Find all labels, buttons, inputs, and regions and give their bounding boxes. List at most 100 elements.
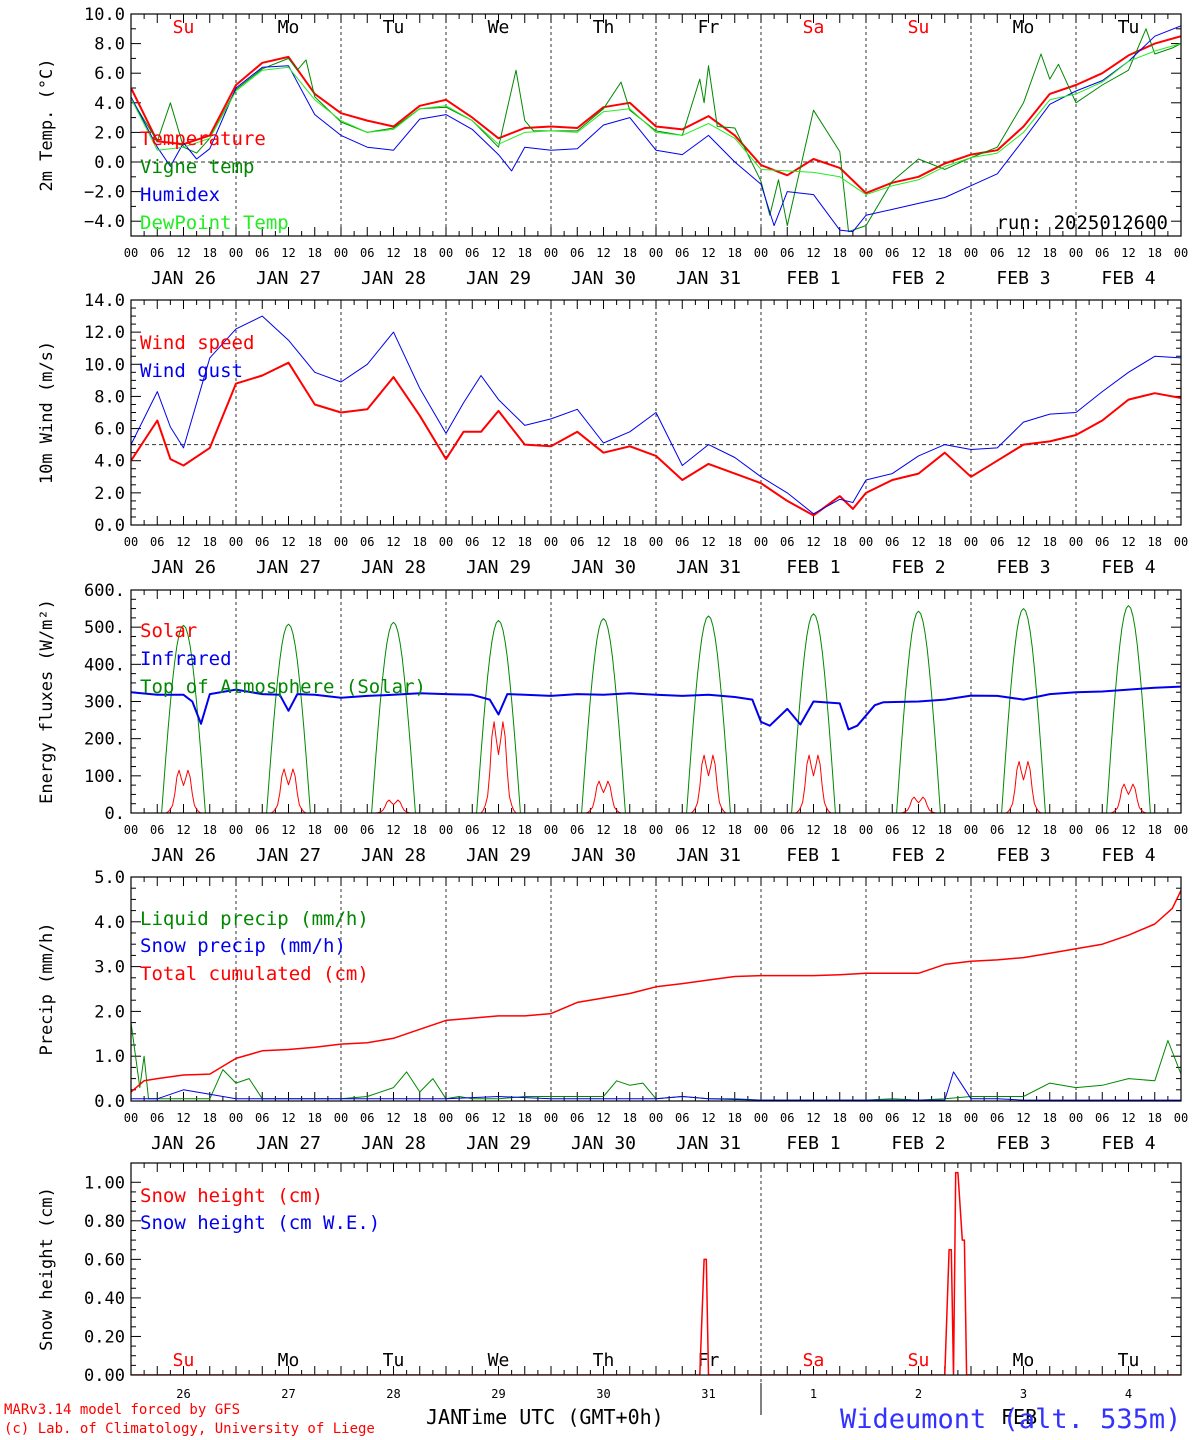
y-tick-label: 400. [84,655,125,675]
hour-tick-label: 12 [1121,246,1135,260]
hour-tick-label: 18 [833,246,847,260]
hour-tick-label: 18 [728,535,742,549]
hour-tick-label: 18 [623,1111,637,1125]
hour-tick-label: 00 [439,823,453,837]
hour-tick-label: 06 [465,823,479,837]
y-tick-label: 1.0 [94,1047,125,1067]
day-label: JAN 30 [571,1133,636,1154]
hour-tick-label: 12 [491,535,505,549]
hour-tick-label: 12 [806,246,820,260]
day-label: FEB 2 [891,268,945,289]
hour-tick-label: 06 [570,535,584,549]
day-label: JAN 29 [466,557,531,578]
plot-frame [130,1162,1182,1376]
hour-tick-label: 12 [596,246,610,260]
y-tick-label: 600. [84,581,125,601]
plot-frame [130,589,1182,814]
hour-tick-label: 18 [623,823,637,837]
day-label: FEB 4 [1101,845,1155,866]
month-label-left: JAN [426,1405,462,1429]
hour-tick-label: 00 [859,246,873,260]
day-label: FEB 3 [996,845,1050,866]
hour-tick-label: 12 [911,535,925,549]
legend-entry: Snow precip (mm/h) [140,935,346,957]
hour-tick-label: 12 [701,246,715,260]
hour-tick-label: 00 [1174,246,1188,260]
y-axis-label: 2m Temp. (°C) [37,58,57,191]
hour-tick-label: 18 [938,535,952,549]
panel-flux: 0. 100. 200. 300. 400. 500. 600. 00 06 12 18 00 06 12… [37,581,1188,866]
y-tick-label: 14.0 [84,291,125,311]
hour-tick-label: 12 [1121,1111,1135,1125]
hour-tick-label: 18 [1043,535,1057,549]
day-label: JAN 31 [676,557,741,578]
legend-entry: Wind speed [140,332,254,354]
hour-tick-label: 18 [203,246,217,260]
hour-tick-label: 00 [544,535,558,549]
hour-tick-label: 18 [1043,823,1057,837]
hour-tick-label: 18 [833,1111,847,1125]
weekday-label: Tu [1118,17,1140,38]
legend-entry: Humidex [140,184,220,206]
hour-tick-label: 18 [938,1111,952,1125]
weekday-label: Mo [1013,17,1035,38]
y-tick-label: −4.0 [84,212,125,232]
y-tick-label: 0.80 [84,1212,125,1232]
hour-tick-label: 00 [334,246,348,260]
hour-tick-label: 18 [413,246,427,260]
legend-entry: Total cumulated (cm) [140,963,369,985]
hour-tick-label: 06 [675,535,689,549]
day-label: JAN 28 [361,268,426,289]
weekday-label: Mo [278,1350,300,1371]
hour-tick-label: 18 [308,246,322,260]
bottom-day-number: 31 [701,1387,715,1401]
hour-tick-label: 06 [150,1111,164,1125]
day-label: FEB 1 [786,845,840,866]
plot-frame [130,876,1182,1102]
hour-tick-label: 00 [334,535,348,549]
hour-tick-label: 00 [964,1111,978,1125]
hour-tick-label: 06 [570,823,584,837]
hour-tick-label: 06 [255,246,269,260]
hour-tick-label: 18 [1148,1111,1162,1125]
day-label: FEB 2 [891,557,945,578]
hour-tick-label: 18 [623,535,637,549]
hour-tick-label: 00 [649,823,663,837]
day-label: JAN 30 [571,268,636,289]
series-line-dewpoint-temp [131,43,1181,196]
weekday-label: Tu [383,1350,405,1371]
hour-tick-label: 06 [360,1111,374,1125]
hour-tick-label: 12 [701,535,715,549]
day-label: FEB 4 [1101,1133,1155,1154]
hour-tick-label: 18 [623,246,637,260]
hour-tick-label: 00 [229,535,243,549]
hour-tick-label: 00 [439,1111,453,1125]
y-axis-label: 10m Wind (m/s) [37,341,57,484]
hour-tick-label: 06 [780,1111,794,1125]
hour-tick-label: 00 [754,1111,768,1125]
hour-tick-label: 00 [1174,1111,1188,1125]
day-label: JAN 26 [151,1133,216,1154]
hour-tick-label: 18 [203,1111,217,1125]
model-credit: MARv3.14 model forced by GFS [4,1402,240,1418]
hour-tick-label: 00 [544,1111,558,1125]
day-label: FEB 4 [1101,557,1155,578]
y-tick-label: 6.0 [94,420,125,440]
series-line-top-of-atmosphere-solar- [131,605,1181,813]
hour-tick-label: 12 [911,246,925,260]
hour-tick-label: 06 [465,246,479,260]
hour-tick-label: 06 [780,246,794,260]
day-label: JAN 31 [676,845,741,866]
hour-tick-label: 00 [1174,535,1188,549]
y-tick-label: 2.0 [94,1002,125,1022]
y-tick-label: 0.0 [94,1092,125,1112]
hour-tick-label: 18 [308,535,322,549]
hour-tick-label: 18 [308,1111,322,1125]
day-label: JAN 28 [361,1133,426,1154]
y-tick-label: 8.0 [94,35,125,55]
hour-tick-label: 00 [124,535,138,549]
hour-tick-label: 06 [1095,246,1109,260]
bottom-day-number: 1 [810,1387,817,1401]
weekday-label: Tu [1118,1350,1140,1371]
